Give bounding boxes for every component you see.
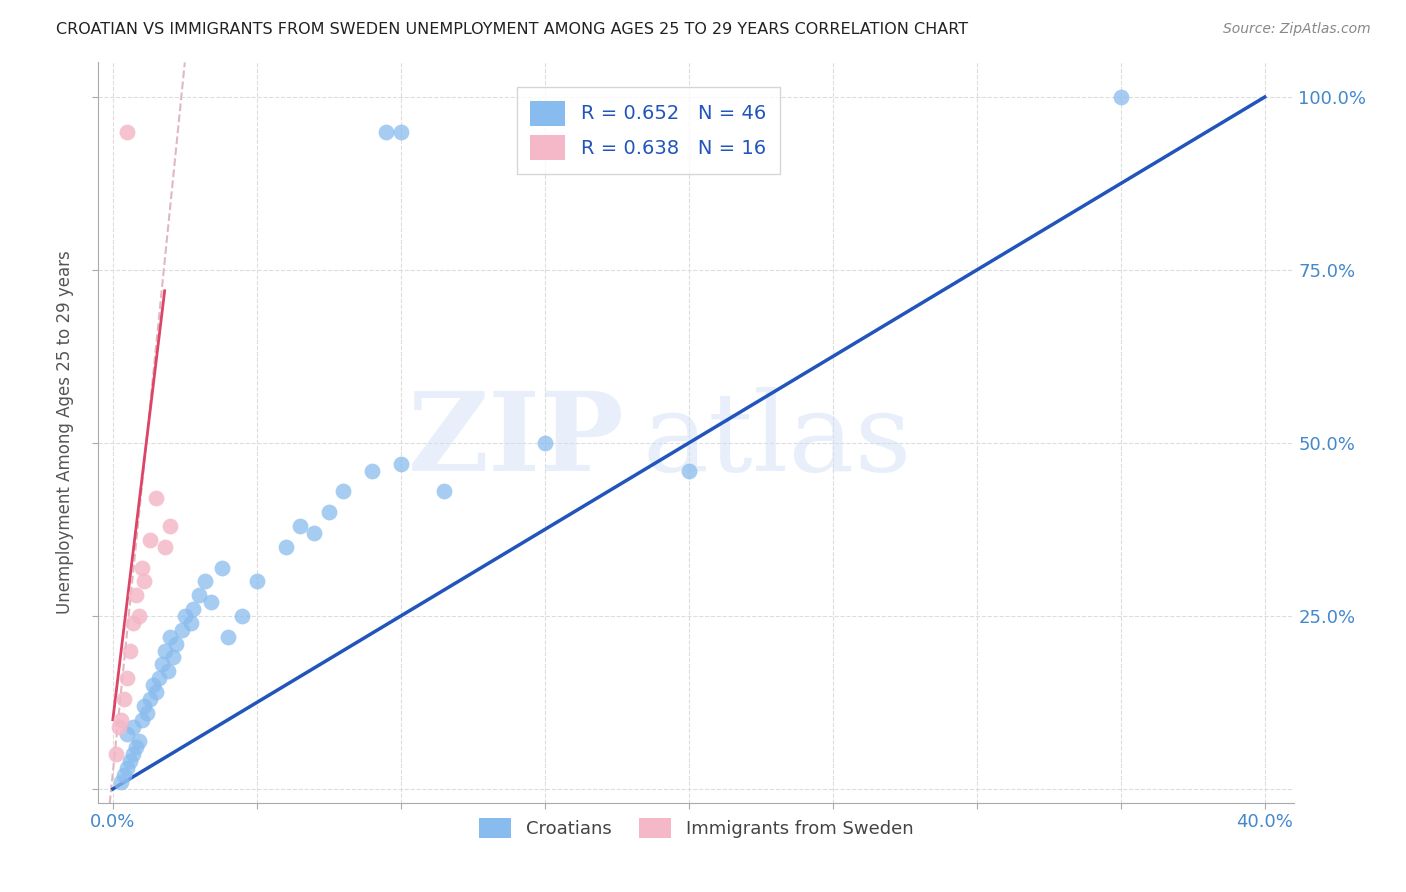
Point [115, 671, 138, 685]
Point [211, 560, 233, 574]
Point [162, 650, 184, 665]
Point [389, 125, 412, 139]
Point [120, 754, 142, 768]
Point [389, 457, 412, 471]
Point [122, 747, 145, 762]
Point [107, 720, 129, 734]
Point [304, 525, 326, 540]
Point [134, 698, 156, 713]
Point [332, 484, 354, 499]
Point [188, 588, 211, 602]
Point [153, 540, 176, 554]
Point [288, 519, 311, 533]
Point [134, 574, 156, 589]
Point [125, 740, 148, 755]
Point [139, 692, 162, 706]
Point [153, 643, 176, 657]
Text: Source: ZipAtlas.com: Source: ZipAtlas.com [1223, 22, 1371, 37]
Point [112, 692, 135, 706]
Text: ZIP: ZIP [408, 386, 624, 493]
Point [180, 615, 202, 630]
Point [533, 436, 555, 450]
Point [173, 609, 195, 624]
Point [1109, 90, 1132, 104]
Point [148, 671, 170, 685]
Point [122, 720, 145, 734]
Y-axis label: Unemployment Among Ages 25 to 29 years: Unemployment Among Ages 25 to 29 years [56, 251, 75, 615]
Point [156, 665, 179, 679]
Point [183, 602, 205, 616]
Point [115, 726, 138, 740]
Point [150, 657, 173, 672]
Point [159, 630, 181, 644]
Point [231, 609, 253, 624]
Point [125, 588, 148, 602]
Point [110, 713, 132, 727]
Point [139, 533, 162, 547]
Point [131, 560, 153, 574]
Point [104, 747, 127, 762]
Point [128, 609, 150, 624]
Point [136, 706, 159, 720]
Text: CROATIAN VS IMMIGRANTS FROM SWEDEN UNEMPLOYMENT AMONG AGES 25 TO 29 YEARS CORREL: CROATIAN VS IMMIGRANTS FROM SWEDEN UNEMP… [56, 22, 969, 37]
Point [110, 775, 132, 789]
Point [142, 678, 165, 692]
Point [145, 685, 167, 699]
Point [165, 637, 187, 651]
Point [112, 768, 135, 782]
Point [115, 125, 138, 139]
Legend: Croatians, Immigrants from Sweden: Croatians, Immigrants from Sweden [471, 810, 921, 846]
Point [678, 464, 700, 478]
Point [217, 630, 239, 644]
Point [246, 574, 269, 589]
Point [145, 491, 167, 506]
Point [120, 643, 142, 657]
Point [433, 484, 456, 499]
Point [122, 615, 145, 630]
Point [159, 519, 181, 533]
Point [375, 125, 398, 139]
Point [274, 540, 297, 554]
Point [128, 733, 150, 747]
Point [194, 574, 217, 589]
Point [361, 464, 384, 478]
Point [131, 713, 153, 727]
Text: atlas: atlas [643, 386, 912, 493]
Point [200, 595, 222, 609]
Point [115, 761, 138, 775]
Point [170, 623, 193, 637]
Point [318, 505, 340, 519]
